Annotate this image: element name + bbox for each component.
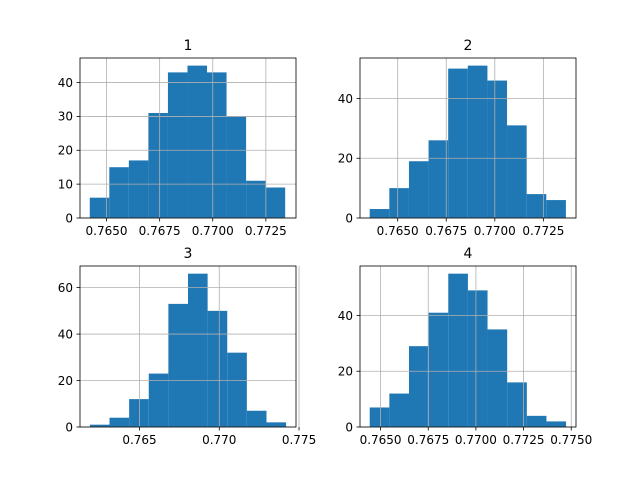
histogram-bar [389, 188, 409, 218]
histogram-bar [207, 72, 227, 218]
x-tick-label: 0.765 [122, 433, 156, 447]
x-tick-label: 0.7725 [245, 224, 287, 238]
y-tick-label: 40 [338, 309, 353, 323]
histogram-bar [409, 346, 429, 427]
histogram-bar [448, 274, 468, 427]
subplot-2-title: 2 [464, 38, 473, 54]
histogram-bar [148, 113, 168, 218]
x-tick-label: 0.7675 [139, 224, 181, 238]
histogram-bar [370, 407, 390, 427]
histogram-bar [468, 290, 488, 427]
histogram-bar [208, 311, 228, 427]
x-tick-label: 0.7700 [192, 224, 234, 238]
x-tick-label: 0.7650 [86, 224, 128, 238]
x-tick-label: 0.7675 [425, 224, 467, 238]
histogram-bar [110, 418, 130, 427]
histogram-bar [370, 209, 390, 218]
histogram-bar [266, 188, 286, 218]
histogram-bar [429, 140, 449, 218]
histogram-bar [488, 329, 508, 427]
x-tick-label: 0.7700 [474, 224, 516, 238]
histogram-bar [129, 399, 149, 427]
y-tick-label: 0 [65, 420, 73, 434]
histogram-bar [129, 160, 149, 218]
y-tick-label: 20 [338, 152, 353, 166]
x-tick-label: 0.775 [282, 433, 316, 447]
x-tick-label: 0.7725 [503, 433, 545, 447]
histogram-bar [227, 116, 247, 218]
histogram-bar [468, 66, 488, 218]
y-tick-label: 30 [58, 110, 73, 124]
x-tick-label: 0.7750 [550, 433, 592, 447]
y-tick-label: 40 [338, 92, 353, 106]
x-tick-label: 0.770 [202, 433, 236, 447]
histogram-bar [246, 181, 266, 218]
histogram-bar [429, 313, 449, 427]
x-tick-label: 0.7650 [377, 224, 419, 238]
y-tick-label: 20 [58, 144, 73, 158]
subplot-1-title: 1 [184, 38, 193, 54]
y-tick-label: 0 [345, 420, 353, 434]
histogram-bar [546, 421, 566, 427]
histogram-bar [227, 353, 247, 427]
histogram-bar [168, 72, 188, 218]
histogram-bar [507, 125, 527, 218]
histogram-bar [188, 274, 208, 427]
histogram-bar [149, 374, 169, 427]
histogram-bar [187, 66, 207, 218]
subplot-3-title: 3 [184, 246, 193, 262]
x-tick-label: 0.7700 [455, 433, 497, 447]
histogram-bar [168, 304, 188, 427]
histogram-bar [409, 161, 429, 218]
histogram-bar [546, 200, 566, 218]
y-tick-label: 40 [58, 327, 73, 341]
histogram-bar [527, 416, 547, 427]
histogram-bar [109, 167, 129, 218]
y-tick-label: 0 [345, 211, 353, 225]
y-tick-label: 20 [338, 365, 353, 379]
y-tick-label: 40 [58, 76, 73, 90]
histogram-bar [448, 69, 468, 218]
subplot-4-title: 4 [464, 246, 473, 262]
histogram-bar [487, 81, 507, 218]
x-tick-label: 0.7675 [407, 433, 449, 447]
y-tick-label: 0 [65, 211, 73, 225]
x-tick-label: 0.7650 [360, 433, 402, 447]
histogram-bar [247, 411, 267, 427]
y-tick-label: 60 [58, 281, 73, 295]
y-tick-label: 20 [58, 374, 73, 388]
y-tick-label: 10 [58, 177, 73, 191]
histogram-bar [389, 394, 409, 427]
x-tick-label: 0.7725 [522, 224, 564, 238]
histogram-bar [266, 422, 286, 427]
